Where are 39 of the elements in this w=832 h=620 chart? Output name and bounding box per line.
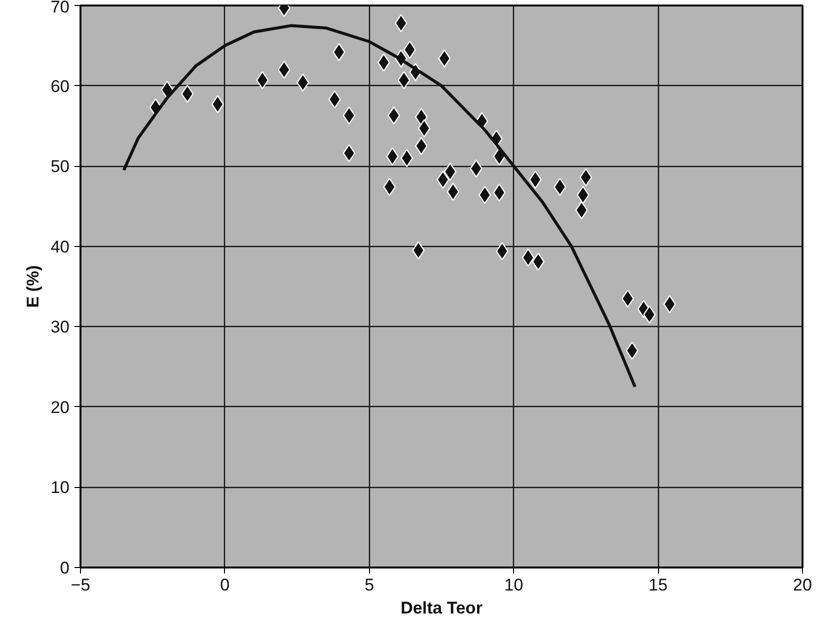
x-tick-label: 0 [220,576,230,594]
y-tick-label: 0 [60,558,70,578]
point [663,295,676,314]
y-tick-label: 40 [50,237,70,256]
point [342,144,356,162]
y-axis-title: E (%) [24,265,43,308]
point [278,60,290,79]
point [532,252,545,271]
point [398,71,410,90]
point [496,242,508,260]
y-tick-label: 50 [50,157,70,176]
y-tick-label: 10 [50,478,70,498]
point [575,201,588,220]
point [643,306,656,324]
point [403,40,416,59]
y-tick-label: 30 [50,318,70,337]
y-tick-label: 70 [50,0,70,16]
x-tick-label: 5 [364,576,374,594]
x-tick-label: −5 [70,576,90,594]
point [529,170,542,189]
y-tick-label: 20 [50,398,70,417]
point [211,95,224,114]
point [580,168,592,186]
x-tick-label: 15 [648,576,668,594]
point [446,182,460,201]
point [394,14,408,32]
point [418,119,430,138]
point [377,53,390,72]
x-axis-title: Delta Teor [400,598,483,618]
point [492,183,506,202]
x-tick-label: 10 [504,576,524,594]
point [412,241,425,260]
point [181,84,194,103]
point [444,162,456,181]
y-tick-label: 60 [50,76,70,96]
point [436,170,450,189]
point [256,71,269,90]
x-tick-label: 20 [793,576,812,594]
point [626,342,638,360]
